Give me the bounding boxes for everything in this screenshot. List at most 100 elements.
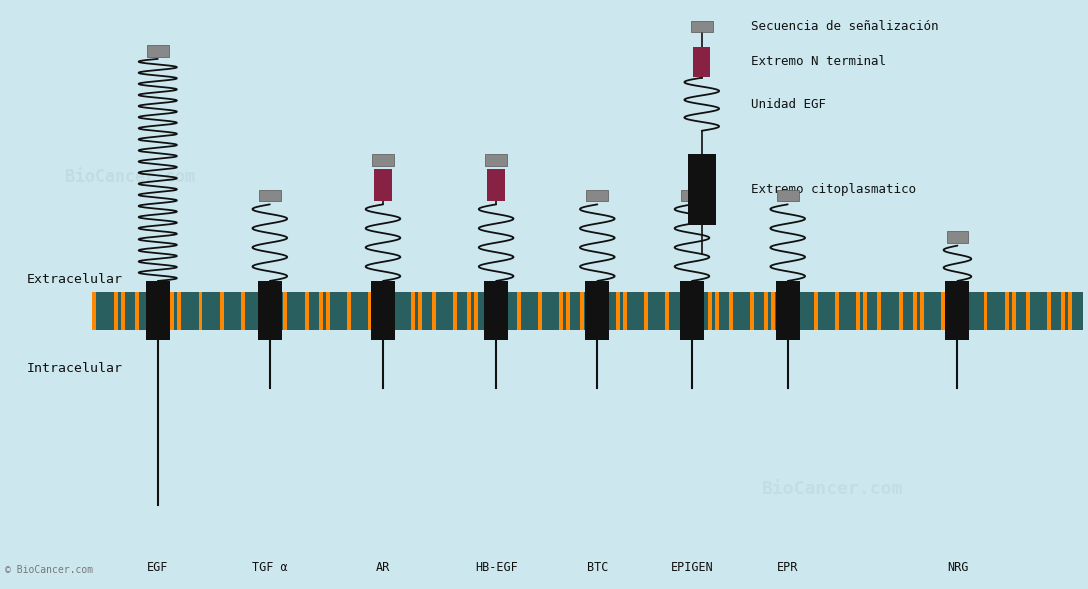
Bar	[962, 292, 966, 330]
Bar	[92, 292, 1083, 330]
Bar	[984, 292, 988, 330]
Bar	[411, 292, 415, 330]
Bar	[764, 292, 768, 330]
Bar	[729, 292, 733, 330]
Bar	[496, 292, 499, 330]
Text: Extracelular: Extracelular	[27, 273, 123, 286]
Bar	[371, 281, 395, 340]
Bar	[485, 154, 507, 166]
Bar	[92, 292, 97, 330]
Bar	[198, 292, 202, 330]
Bar	[1068, 292, 1073, 330]
Bar	[945, 281, 969, 340]
Bar	[269, 292, 273, 330]
Text: TGF α: TGF α	[252, 561, 287, 574]
Bar	[1026, 292, 1030, 330]
Bar	[177, 292, 182, 330]
Bar	[941, 292, 945, 330]
Bar	[432, 292, 436, 330]
Bar	[688, 154, 716, 225]
Bar	[484, 281, 508, 340]
Bar	[487, 169, 505, 201]
Text: BTC: BTC	[586, 561, 608, 574]
Bar	[374, 169, 392, 201]
Bar	[372, 154, 394, 166]
Bar	[666, 292, 669, 330]
Bar	[262, 292, 267, 330]
Text: EPR: EPR	[777, 561, 799, 574]
Bar	[319, 292, 323, 330]
Bar	[242, 292, 245, 330]
Bar	[418, 292, 422, 330]
Bar	[1062, 292, 1065, 330]
Text: EGF: EGF	[147, 561, 169, 574]
Bar	[585, 281, 609, 340]
Bar	[899, 292, 903, 330]
Bar	[586, 190, 608, 201]
Bar	[715, 292, 719, 330]
Bar	[776, 281, 800, 340]
Bar	[616, 292, 620, 330]
Bar	[771, 292, 776, 330]
Text: HB-EGF: HB-EGF	[474, 561, 518, 574]
Bar	[1005, 292, 1009, 330]
Bar	[680, 281, 704, 340]
Text: Intracelular: Intracelular	[27, 362, 123, 375]
Bar	[920, 292, 924, 330]
Text: NRG: NRG	[947, 561, 968, 574]
Bar	[877, 292, 881, 330]
Text: © BioCancer.com: © BioCancer.com	[5, 565, 94, 575]
Bar	[121, 292, 125, 330]
Bar	[681, 190, 703, 201]
Bar	[864, 292, 867, 330]
Bar	[856, 292, 861, 330]
Bar	[171, 292, 174, 330]
Bar	[283, 292, 287, 330]
Text: AR: AR	[375, 561, 391, 574]
Text: EPIGEN: EPIGEN	[670, 561, 714, 574]
Bar	[644, 292, 648, 330]
Bar	[220, 292, 224, 330]
Bar	[326, 292, 330, 330]
Bar	[474, 292, 479, 330]
Bar	[259, 190, 281, 201]
Bar	[836, 292, 839, 330]
Text: Extremo N terminal: Extremo N terminal	[751, 55, 886, 68]
Bar	[114, 292, 118, 330]
Bar	[707, 292, 712, 330]
Bar	[147, 45, 169, 57]
Bar	[602, 292, 606, 330]
Text: Extremo citoplasmatico: Extremo citoplasmatico	[751, 183, 916, 196]
Bar	[814, 292, 818, 330]
Bar	[258, 281, 282, 340]
Text: BioCancer.com: BioCancer.com	[65, 168, 195, 186]
Bar	[347, 292, 351, 330]
Bar	[157, 292, 160, 330]
Bar	[146, 281, 170, 340]
Bar	[687, 292, 691, 330]
Bar	[1012, 292, 1016, 330]
Bar	[559, 292, 564, 330]
Bar	[454, 292, 457, 330]
Bar	[539, 292, 542, 330]
Bar	[390, 292, 394, 330]
Text: BioCancer.com: BioCancer.com	[762, 480, 903, 498]
Bar	[1047, 292, 1051, 330]
Bar	[581, 292, 584, 330]
Bar	[751, 292, 754, 330]
Bar	[691, 21, 713, 32]
Bar	[517, 292, 521, 330]
Bar	[947, 231, 968, 243]
Bar	[913, 292, 917, 330]
Bar	[368, 292, 372, 330]
Bar	[305, 292, 309, 330]
Text: Unidad EGF: Unidad EGF	[751, 98, 826, 111]
Bar	[792, 292, 796, 330]
Text: Secuencia de señalización: Secuencia de señalización	[751, 20, 938, 33]
Bar	[693, 47, 710, 77]
Bar	[567, 292, 570, 330]
Bar	[468, 292, 471, 330]
Bar	[135, 292, 139, 330]
Bar	[622, 292, 627, 330]
Bar	[777, 190, 799, 201]
